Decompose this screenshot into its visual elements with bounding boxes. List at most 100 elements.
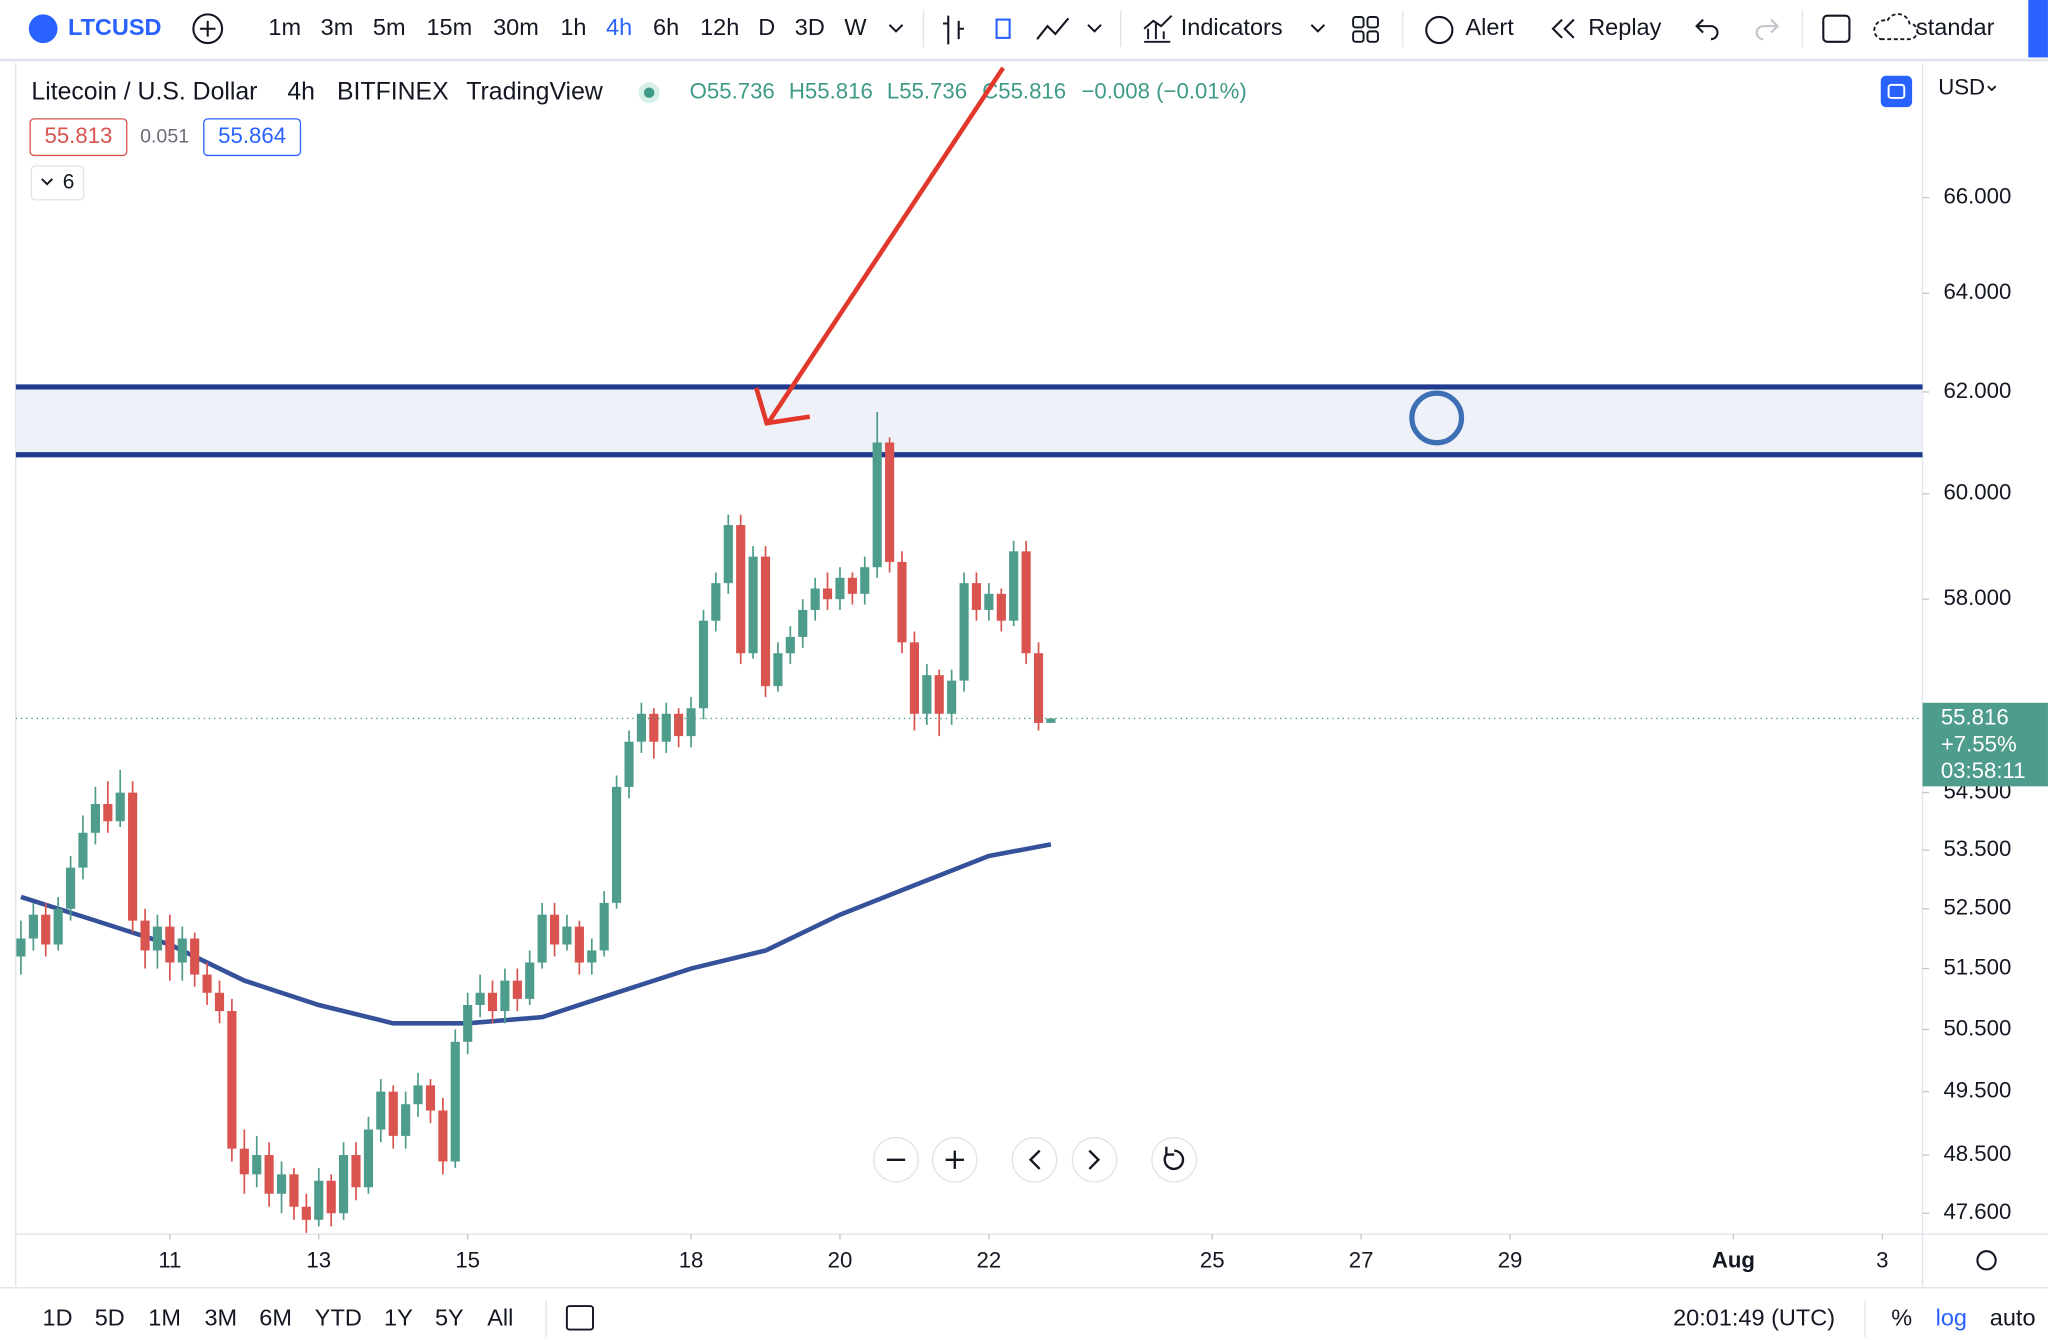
timeframe-button[interactable]: 1h xyxy=(560,14,586,40)
symbol[interactable]: LTCUSD xyxy=(68,14,162,40)
range-button[interactable]: 1Y xyxy=(384,1304,413,1330)
candle-body xyxy=(562,926,572,945)
timeframe-button[interactable]: 6h xyxy=(653,14,679,40)
range-button[interactable]: 5D xyxy=(95,1304,125,1330)
candle-body xyxy=(947,680,957,714)
candle-body xyxy=(475,992,485,1005)
date-range-icon[interactable] xyxy=(565,1305,594,1331)
candle-body xyxy=(252,1155,262,1175)
currency[interactable]: USD xyxy=(1938,75,1985,100)
publish-button[interactable] xyxy=(2028,0,2048,58)
timeframe-button[interactable]: W xyxy=(844,14,867,40)
drawings xyxy=(754,66,1465,446)
layout-name[interactable]: standar xyxy=(1916,14,1995,40)
timeframe-button[interactable]: 12h xyxy=(700,14,739,40)
candle-body xyxy=(847,577,857,594)
candle-body xyxy=(711,583,721,621)
candle-body xyxy=(264,1155,274,1194)
range-button[interactable]: 6M xyxy=(259,1304,292,1330)
legend-title: Litecoin / U.S. Dollar xyxy=(31,78,257,105)
add-symbol-icon[interactable] xyxy=(192,13,224,45)
settings-icon[interactable] xyxy=(1976,1250,1997,1271)
timeframe-button[interactable]: 15m xyxy=(426,14,472,40)
x-tick-label: 3 xyxy=(1876,1247,1888,1272)
candles-icon[interactable] xyxy=(995,18,1011,39)
range-button[interactable]: 3M xyxy=(204,1304,237,1330)
top-toolbar: LTCUSD 1m 3m 5m 15m 30m 1h 4h 6h 12h D 3D W Indicat… xyxy=(0,0,2048,62)
timeframe-button[interactable]: 5m xyxy=(373,14,406,40)
timeframe-dropdown[interactable] xyxy=(888,24,904,33)
candle-body xyxy=(649,713,659,742)
bars-icon[interactable] xyxy=(943,15,964,45)
scroll-right[interactable] xyxy=(1071,1136,1118,1183)
y-tick-label: 47.600 xyxy=(1943,1199,2011,1224)
indicators-icon[interactable] xyxy=(1143,14,1173,43)
percent-toggle[interactable]: % xyxy=(1891,1304,1912,1330)
bid-price[interactable]: 55.813 xyxy=(44,123,112,148)
zoom-in-icon xyxy=(945,1150,964,1169)
candle-body xyxy=(351,1155,361,1188)
scroll-left[interactable] xyxy=(1011,1136,1058,1183)
ask-price[interactable]: 55.864 xyxy=(218,123,286,148)
range-button[interactable]: 1M xyxy=(148,1304,181,1330)
sell-box[interactable] xyxy=(29,118,128,157)
candle-body xyxy=(959,583,969,681)
circle-marker[interactable] xyxy=(1409,390,1465,446)
indicators-button[interactable]: Indicators xyxy=(1181,14,1283,40)
undo-icon[interactable] xyxy=(1695,18,1719,41)
candle-body xyxy=(822,588,833,600)
redo-icon[interactable] xyxy=(1755,18,1780,41)
legend-exchange: BITFINEX xyxy=(337,78,449,105)
arrow-shaft[interactable] xyxy=(766,66,1006,425)
timeframe-button[interactable]: 30m xyxy=(493,14,539,40)
candle-body xyxy=(326,1180,336,1214)
buy-box[interactable] xyxy=(203,118,302,157)
sync-icon[interactable] xyxy=(1880,75,1913,108)
replay-button[interactable]: Replay xyxy=(1588,14,1661,40)
spread: 0.051 xyxy=(140,125,189,147)
timeframe-button[interactable]: 1m xyxy=(268,14,301,40)
candle-body xyxy=(798,609,808,637)
cloud-icon[interactable] xyxy=(1873,13,1919,41)
line-icon[interactable] xyxy=(1036,17,1070,40)
auto-toggle[interactable]: auto xyxy=(1990,1304,2036,1330)
replay-icon[interactable] xyxy=(1551,18,1575,39)
candle-body xyxy=(748,556,758,654)
fullscreen-icon[interactable] xyxy=(1822,14,1851,43)
alert-button[interactable]: Alert xyxy=(1465,14,1514,40)
last-change-label: +7.55% xyxy=(1941,732,2017,757)
range-button[interactable]: All xyxy=(487,1304,513,1330)
templates-icon[interactable] xyxy=(1352,15,1379,43)
indicator-count[interactable]: 6 xyxy=(63,170,75,193)
candle-body xyxy=(909,642,919,714)
arrow-head xyxy=(754,387,811,426)
candle-body xyxy=(810,588,820,610)
range-button[interactable]: 1D xyxy=(43,1304,73,1330)
x-tick-label: 18 xyxy=(679,1247,704,1272)
timeframe-button[interactable]: 3D xyxy=(795,14,825,40)
alert-icon[interactable] xyxy=(1425,15,1454,45)
candle-body xyxy=(487,992,498,1012)
legend-open: O55.736 xyxy=(690,79,775,104)
timeframe-button[interactable]: 3m xyxy=(321,14,354,40)
indicators-dropdown[interactable] xyxy=(1310,24,1326,33)
candle-body xyxy=(500,980,510,1012)
candle-body xyxy=(301,1206,311,1220)
candle-body xyxy=(376,1091,386,1130)
candle-body xyxy=(587,950,597,963)
candle-body xyxy=(698,620,709,709)
y-tick-label: 66.000 xyxy=(1943,184,2011,209)
range-button[interactable]: 5Y xyxy=(435,1304,464,1330)
log-toggle[interactable]: log xyxy=(1936,1304,1967,1330)
reset-view[interactable] xyxy=(1151,1136,1198,1183)
chart-type-dropdown[interactable] xyxy=(1087,24,1102,33)
range-button[interactable]: YTD xyxy=(315,1304,362,1330)
candle-body xyxy=(16,938,26,957)
scroll-right-icon xyxy=(1088,1149,1101,1170)
timeframe-button[interactable]: 4h xyxy=(606,14,632,40)
indicator-toggle[interactable] xyxy=(30,165,85,201)
x-tick-label: 13 xyxy=(306,1247,331,1272)
candle-body xyxy=(202,974,212,993)
timeframe-button[interactable]: D xyxy=(758,14,775,40)
